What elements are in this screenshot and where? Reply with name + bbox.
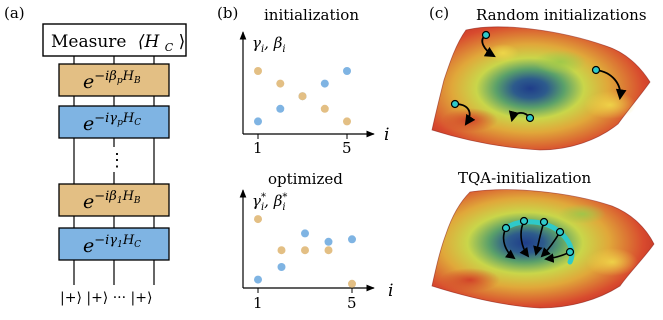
data-point-plot1-series2-1 <box>254 67 262 75</box>
landscape-top-title: Random initializations <box>476 6 647 24</box>
landscape-bottom-ridge <box>558 204 606 224</box>
gate-1: e−iβpHB <box>58 63 170 97</box>
plot-top-ylabel: γi, βi <box>252 34 286 55</box>
data-point-plot2-series2-1 <box>254 215 262 224</box>
panel-a-label: (a) <box>4 4 25 22</box>
data-point-plot1-series2-3 <box>298 92 307 101</box>
data-point-plot2-series2-5 <box>348 279 356 288</box>
plot-top-title: initialization <box>264 6 359 24</box>
tqa-point-1 <box>501 223 511 233</box>
panel-b-label: (b) <box>217 4 238 22</box>
data-point-plot2-series2-4 <box>324 246 333 255</box>
data-point-plot1-series2-4 <box>320 104 329 113</box>
gate-box-1 <box>58 63 170 97</box>
measure-box: Measure ⟨H C ⟩ <box>42 23 187 57</box>
landscape-top-ridge <box>534 50 586 74</box>
data-point-plot2-series1-2 <box>277 263 286 271</box>
data-point-plot1-series1-4 <box>320 79 329 88</box>
gate-label-4: e−iγ1HC <box>83 233 141 257</box>
start-point-3 <box>450 99 460 109</box>
data-point-plot1-series1-5 <box>343 67 351 75</box>
gate-box-2 <box>58 105 170 139</box>
gate-box-4 <box>58 227 170 261</box>
circuit-ellipsis: ⋮ <box>108 150 126 171</box>
tqa-point-2 <box>519 216 529 226</box>
gate-label-2: e−iγpHC <box>83 111 141 135</box>
landscape-bottom-edge <box>431 189 655 309</box>
plot-top-points <box>254 67 351 126</box>
start-point-4 <box>525 113 535 123</box>
landscape-random: Random initializations <box>431 6 651 151</box>
measure-text: Measure <box>51 32 126 52</box>
measure-observable-sub: C <box>165 41 174 54</box>
panel-c-label: (c) <box>429 4 449 22</box>
data-point-plot2-series1-4 <box>324 237 333 246</box>
plot-top-xticklabel-1: 1 <box>253 139 263 157</box>
plot-bottom-ylabel: γ* i, β* i <box>252 192 287 213</box>
input-states: |+⟩ |+⟩ ··· |+⟩ <box>60 290 152 306</box>
landscape-bottom-title: TQA-initialization <box>458 169 592 187</box>
plot-top-xlabel: i <box>384 125 389 145</box>
landscape-tqa: TQA-initialization <box>431 169 655 309</box>
tqa-point-5 <box>565 247 575 257</box>
landscape-top-hill <box>584 91 636 119</box>
plot-bottom-xticklabel-5: 5 <box>347 294 357 312</box>
data-point-plot1-series2-5 <box>343 117 351 126</box>
gate-3: e−iβ1HB <box>58 183 170 217</box>
data-point-plot2-series1-1 <box>254 275 262 284</box>
tqa-point-3 <box>539 217 549 227</box>
plot-initialization: initialization γi, βi 1 5 i <box>239 6 389 157</box>
start-point-1 <box>481 30 491 40</box>
landscape-top-edge <box>431 26 651 151</box>
data-point-plot2-series2-3 <box>301 246 309 255</box>
plot-bottom-title: optimized <box>268 170 343 188</box>
landscape-top-hill-2 <box>487 44 519 62</box>
measure-close: ⟩ <box>179 32 186 52</box>
tqa-point-4 <box>555 227 565 237</box>
plot-bottom-xlabel: i <box>388 281 393 301</box>
measure-observable: ⟨H <box>138 32 161 52</box>
plot-top-xticklabel-5: 5 <box>342 139 352 157</box>
gate-box-3 <box>58 183 170 217</box>
landscape-bottom-peak <box>440 268 500 292</box>
landscape-bottom-hill <box>586 248 638 276</box>
start-point-2 <box>591 65 601 75</box>
data-point-plot1-series2-2 <box>276 79 285 88</box>
data-point-plot2-series2-2 <box>277 246 286 255</box>
data-point-plot1-series1-1 <box>254 117 262 126</box>
gate-label-3: e−iβ1HB <box>83 189 141 213</box>
svg-text:Measure ⟨H C: Measure ⟨H C ⟩ <box>51 32 185 56</box>
tqa-start-points <box>501 216 575 257</box>
gate-stack: e−iβpHB e−iγpHC e−iβ1HB e−iγ1HC <box>58 63 170 261</box>
plot-optimized: optimized γ* i, β* i 1 5 i <box>239 170 393 312</box>
data-point-plot2-series1-3 <box>301 229 309 238</box>
gate-label-1: e−iβpHB <box>83 69 141 93</box>
gate-2: e−iγpHC <box>58 105 170 139</box>
data-point-plot1-series1-2 <box>276 104 285 113</box>
random-start-points <box>450 30 601 123</box>
plot-bottom-points <box>254 215 356 288</box>
data-point-plot2-series1-5 <box>348 235 356 244</box>
plot-bottom-xticklabel-1: 1 <box>253 294 263 312</box>
gate-4: e−iγ1HC <box>58 227 170 261</box>
